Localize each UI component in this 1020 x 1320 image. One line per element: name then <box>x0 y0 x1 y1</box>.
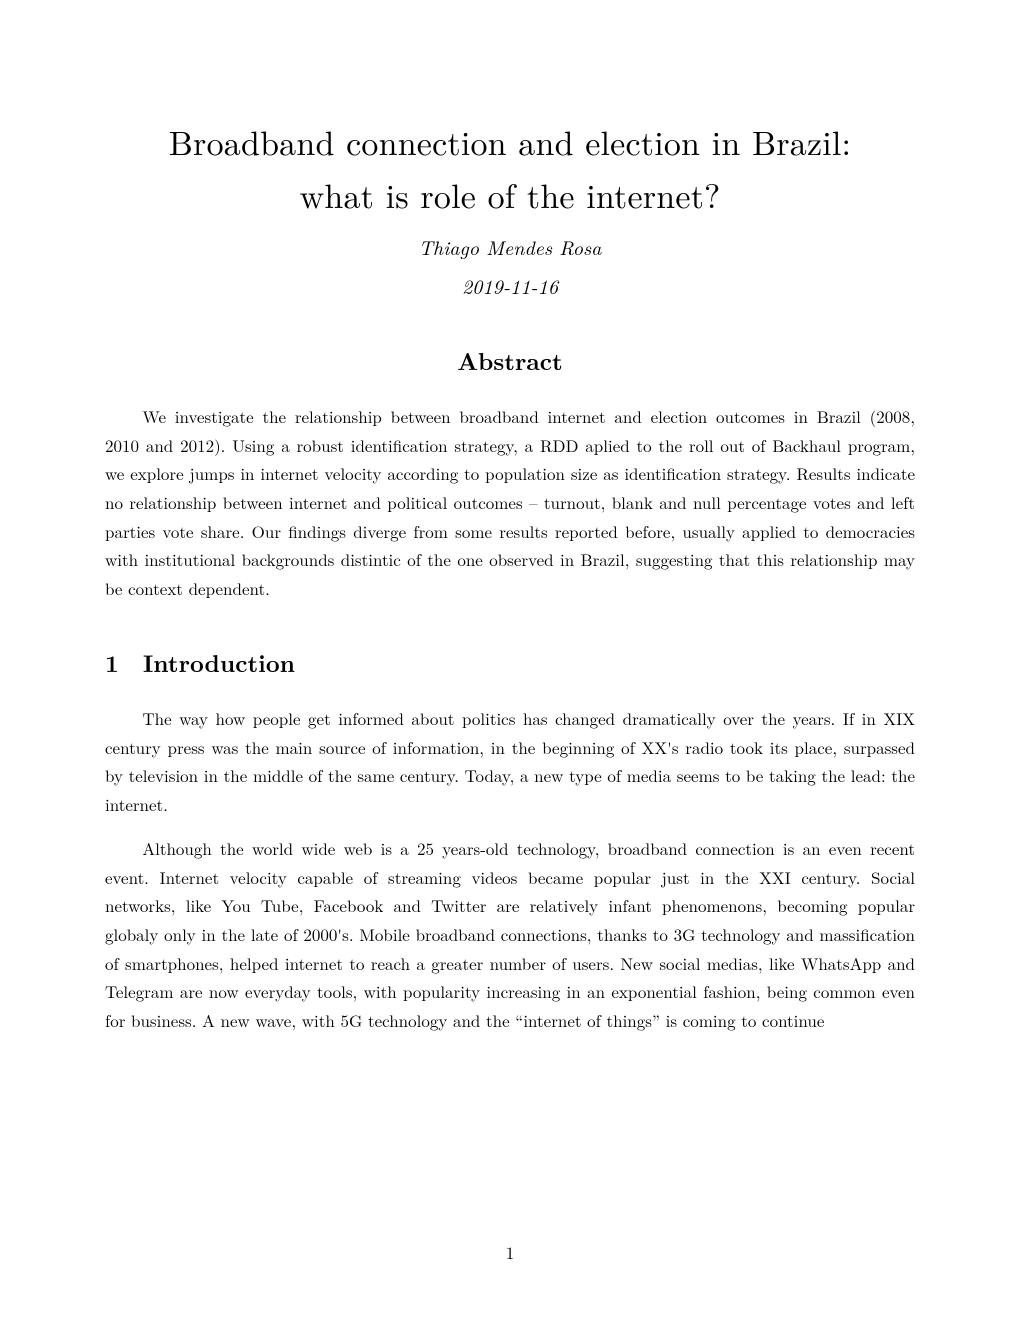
title-line-2: what is role of the internet? <box>300 170 721 218</box>
abstract-heading: Abstract <box>105 344 915 378</box>
abstract-body: We investigate the relationship between … <box>105 402 915 602</box>
section-heading-introduction: 1 Introduction <box>105 646 915 680</box>
paper-title: Broadband connection and election in Bra… <box>105 115 915 220</box>
section-number: 1 <box>105 646 119 680</box>
title-line-1: Broadband connection and election in Bra… <box>169 117 851 165</box>
body-paragraph: The way how people get informed about po… <box>105 704 915 818</box>
page: Broadband connection and election in Bra… <box>0 0 1020 1320</box>
section-title: Introduction <box>143 646 295 680</box>
page-number: 1 <box>0 1240 1020 1264</box>
body-paragraph: Although the world wide web is a 25 year… <box>105 834 915 1034</box>
author: Thiago Mendes Rosa <box>105 232 915 261</box>
date: 2019-11-16 <box>105 271 915 300</box>
